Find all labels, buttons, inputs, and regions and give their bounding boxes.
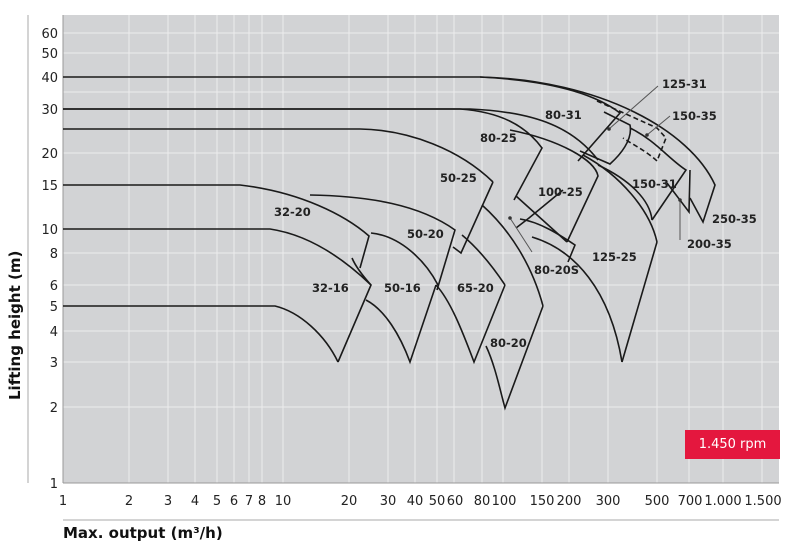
label-50-25: 50-25 bbox=[440, 171, 477, 185]
svg-text:10: 10 bbox=[41, 223, 58, 238]
svg-text:40: 40 bbox=[41, 71, 58, 86]
svg-text:1: 1 bbox=[59, 494, 67, 509]
label-80-25: 80-25 bbox=[480, 131, 517, 145]
y-axis-title: Lifting height (m) bbox=[6, 251, 24, 400]
svg-text:2: 2 bbox=[125, 494, 133, 509]
svg-text:10: 10 bbox=[275, 494, 292, 509]
svg-text:50: 50 bbox=[429, 494, 446, 509]
svg-text:8: 8 bbox=[258, 494, 266, 509]
y-tick-labels: 60 50 40 30 20 15 10 8 6 5 4 3 2 1 bbox=[41, 27, 58, 492]
label-32-16: 32-16 bbox=[312, 281, 349, 295]
svg-text:150: 150 bbox=[530, 494, 555, 509]
svg-text:30: 30 bbox=[380, 494, 397, 509]
svg-text:2: 2 bbox=[50, 401, 58, 416]
svg-text:100: 100 bbox=[492, 494, 517, 509]
svg-text:40: 40 bbox=[407, 494, 424, 509]
label-125-25: 125-25 bbox=[592, 250, 637, 264]
leader-lines bbox=[509, 85, 681, 253]
svg-text:4: 4 bbox=[50, 325, 58, 340]
label-50-20: 50-20 bbox=[407, 227, 444, 241]
svg-text:500: 500 bbox=[645, 494, 670, 509]
pump-curve-150-35-dashed bbox=[596, 100, 667, 163]
svg-text:7: 7 bbox=[245, 494, 253, 509]
label-200-35: 200-35 bbox=[687, 237, 732, 251]
svg-text:30: 30 bbox=[41, 103, 58, 118]
svg-text:20: 20 bbox=[341, 494, 358, 509]
svg-text:700: 700 bbox=[678, 494, 703, 509]
svg-text:80: 80 bbox=[474, 494, 491, 509]
svg-text:3: 3 bbox=[50, 356, 58, 371]
svg-text:300: 300 bbox=[596, 494, 621, 509]
leader-dots bbox=[508, 127, 682, 220]
svg-text:50: 50 bbox=[41, 47, 58, 62]
svg-text:1.500: 1.500 bbox=[744, 494, 781, 509]
grid-vertical bbox=[128, 15, 763, 483]
x-axis-title: Max. output (m³/h) bbox=[63, 524, 223, 542]
svg-text:15: 15 bbox=[41, 179, 58, 194]
svg-text:60: 60 bbox=[41, 27, 58, 42]
svg-text:5: 5 bbox=[50, 300, 58, 315]
svg-text:5: 5 bbox=[213, 494, 221, 509]
label-100-25: 100-25 bbox=[538, 185, 583, 199]
rpm-badge: 1.450 rpm bbox=[685, 430, 780, 459]
label-50-16: 50-16 bbox=[384, 281, 421, 295]
svg-text:6: 6 bbox=[230, 494, 238, 509]
grid-horizontal bbox=[63, 32, 779, 408]
label-80-20: 80-20 bbox=[490, 336, 527, 350]
svg-text:4: 4 bbox=[191, 494, 199, 509]
plot-area bbox=[63, 15, 779, 483]
label-80-31: 80-31 bbox=[545, 108, 582, 122]
label-150-31: 150-31 bbox=[632, 177, 677, 191]
curve-labels: 32-16 32-20 50-16 50-20 50-25 65-20 80-2… bbox=[274, 77, 757, 350]
svg-text:6: 6 bbox=[50, 279, 58, 294]
label-32-20: 32-20 bbox=[274, 205, 311, 219]
svg-text:200: 200 bbox=[557, 494, 582, 509]
svg-text:1: 1 bbox=[50, 477, 58, 492]
svg-text:60: 60 bbox=[447, 494, 464, 509]
svg-text:1.000: 1.000 bbox=[704, 494, 741, 509]
label-65-20: 65-20 bbox=[457, 281, 494, 295]
label-150-35: 150-35 bbox=[672, 109, 717, 123]
svg-text:8: 8 bbox=[50, 247, 58, 262]
svg-text:3: 3 bbox=[164, 494, 172, 509]
svg-text:20: 20 bbox=[41, 147, 58, 162]
x-tick-labels: 1 2 3 4 5 6 7 8 10 20 30 40 50 60 80 100… bbox=[59, 494, 782, 509]
label-125-31: 125-31 bbox=[662, 77, 707, 91]
label-80-20s: 80-20S bbox=[534, 263, 579, 277]
label-250-35: 250-35 bbox=[712, 212, 757, 226]
